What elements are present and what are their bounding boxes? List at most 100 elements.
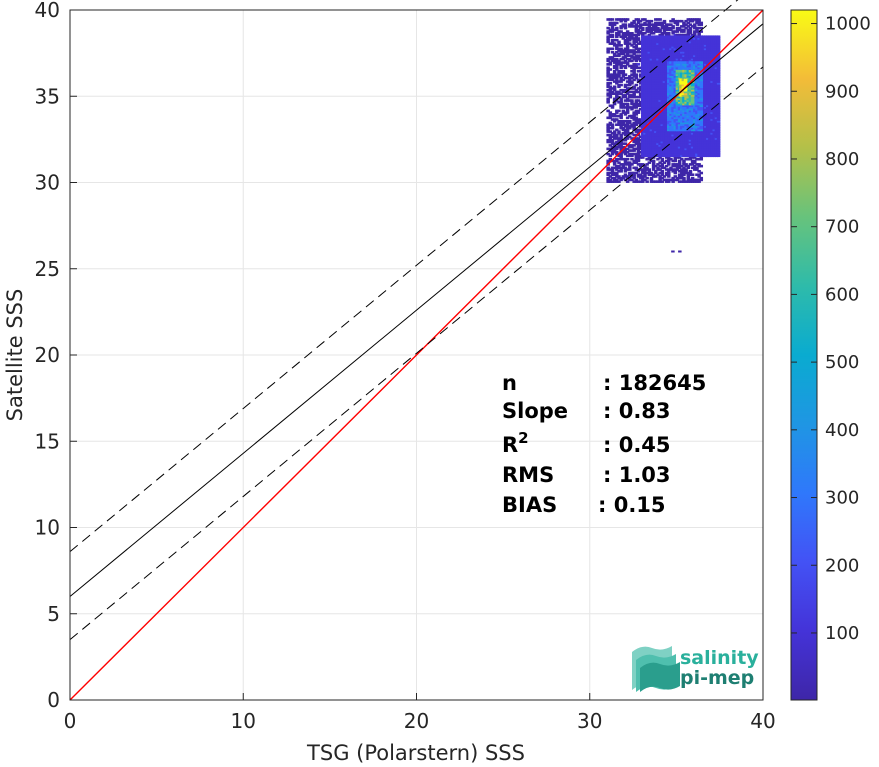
heatmap-cell	[617, 180, 621, 183]
heatmap-cell	[636, 149, 641, 152]
heatmap-cell	[636, 33, 641, 37]
heatmap-cell	[664, 82, 669, 85]
heatmap-cell	[669, 102, 673, 106]
heatmap-cell	[654, 52, 658, 56]
heatmap-cell	[647, 57, 652, 61]
heatmap-cell	[669, 166, 673, 170]
heatmap-cell	[654, 135, 658, 139]
heatmap-cell	[708, 59, 712, 63]
heatmap-cell	[634, 64, 639, 68]
heatmap-cell	[710, 111, 714, 114]
heatmap-cell	[660, 44, 665, 47]
heatmap-cell	[615, 66, 619, 70]
heatmap-cell	[608, 23, 613, 26]
heatmap-cell	[716, 116, 721, 120]
heatmap-cell	[656, 180, 660, 183]
heatmap-cell	[710, 49, 714, 52]
heatmap-cell	[673, 151, 678, 154]
heatmap-cell	[654, 149, 658, 152]
heatmap-cell	[716, 71, 721, 75]
heatmap-cell	[667, 107, 671, 111]
heatmap-cell	[630, 87, 634, 90]
heatmap-cell	[710, 61, 714, 64]
heatmap-cell	[647, 40, 652, 44]
heatmap-cell	[701, 142, 706, 145]
heatmap-cell	[714, 71, 719, 75]
heatmap-cell	[693, 44, 697, 47]
heatmap-cell	[695, 166, 699, 170]
heatmap-cell	[688, 50, 693, 54]
heatmap-cell	[701, 54, 706, 58]
heatmap-cell	[615, 26, 619, 30]
heatmap-cell	[660, 35, 665, 39]
heatmap-cell	[706, 35, 710, 39]
heatmap-cell	[632, 90, 636, 94]
heatmap-cell	[638, 31, 643, 35]
heatmap-cell	[712, 88, 717, 92]
heatmap-cell	[703, 130, 708, 133]
heatmap-cell	[617, 73, 621, 76]
heatmap-cell	[615, 173, 619, 177]
heatmap-cell	[714, 130, 719, 133]
heatmap-cell	[671, 71, 675, 75]
heatmap-cell	[716, 56, 721, 59]
heatmap-cell	[625, 111, 630, 114]
heatmap-cell	[673, 33, 678, 37]
heatmap-cell	[671, 133, 675, 137]
heatmap-cell	[710, 69, 714, 73]
heatmap-cell	[671, 163, 675, 166]
heatmap-cell	[688, 54, 693, 58]
heatmap-cell	[630, 102, 634, 106]
heatmap-cell	[606, 100, 610, 104]
heatmap-cell	[654, 109, 658, 113]
heatmap-cell	[606, 109, 610, 113]
heatmap-cell	[608, 95, 613, 99]
heatmap-cell	[643, 54, 647, 58]
heatmap-cell	[636, 128, 641, 132]
heatmap-cell	[710, 75, 714, 78]
heatmap-cell	[667, 154, 671, 158]
heatmap-cell	[634, 47, 639, 51]
heatmap-cell	[610, 18, 615, 21]
heatmap-cell	[677, 35, 682, 39]
heatmap-cell	[664, 63, 669, 66]
heatmap-cell	[621, 164, 626, 168]
heatmap-cell	[645, 149, 649, 152]
heatmap-cell	[638, 147, 643, 151]
heatmap-cell	[649, 176, 654, 180]
heatmap-cell	[630, 99, 634, 102]
heatmap-cell	[634, 171, 639, 175]
heatmap-cell	[703, 73, 708, 76]
heatmap-cell	[710, 66, 714, 70]
heatmap-cell	[647, 90, 652, 94]
heatmap-cell	[664, 178, 669, 182]
heatmap-cell	[699, 50, 704, 54]
heatmap-cell	[682, 149, 686, 152]
heatmap-cell	[606, 123, 610, 127]
heatmap-cell	[619, 52, 623, 56]
heatmap-cell	[617, 100, 621, 104]
heatmap-cell	[606, 180, 610, 183]
heatmap-cell	[677, 52, 682, 56]
heatmap-cell	[703, 107, 708, 111]
heatmap-cell	[699, 135, 704, 139]
heatmap-cell	[686, 152, 691, 156]
heatmap-cell	[701, 45, 706, 49]
heatmap-cell	[632, 37, 636, 40]
heatmap-cell	[716, 47, 721, 51]
heatmap-cell	[690, 147, 695, 151]
heatmap-cell	[632, 152, 636, 156]
heatmap-cell	[643, 66, 647, 70]
heatmap-cell	[617, 75, 621, 78]
heatmap-cell	[608, 30, 613, 33]
heatmap-cell	[701, 111, 706, 114]
heatmap-cell	[658, 113, 662, 116]
heatmap-cell	[688, 56, 693, 59]
heatmap-cell	[660, 68, 665, 71]
heatmap-cell	[606, 69, 610, 73]
heatmap-cell	[612, 97, 617, 101]
heatmap-cell	[660, 147, 665, 151]
heatmap-cell	[686, 54, 691, 58]
heatmap-cell	[708, 75, 712, 78]
heatmap-cell	[697, 152, 701, 156]
